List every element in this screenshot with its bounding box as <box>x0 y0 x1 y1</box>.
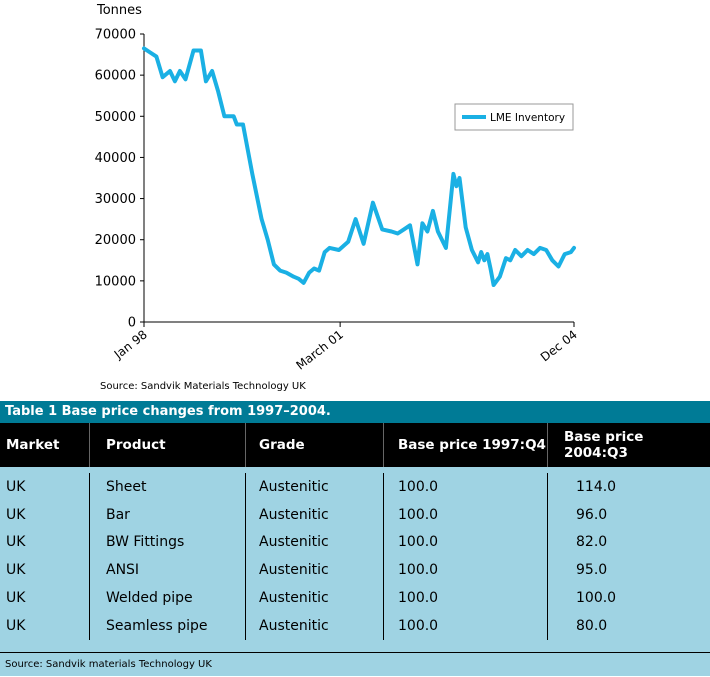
table-row: UK ANSI Austenitic 100.0 95.0 <box>0 556 710 585</box>
y-tick-label: 50000 <box>95 110 136 125</box>
y-tick-label: 30000 <box>95 192 136 207</box>
cell-base-2004: 95.0 <box>576 562 608 579</box>
price-table: Table 1 Base price changes from 1997–200… <box>0 401 710 676</box>
y-axis-title: Tonnes <box>96 3 142 18</box>
cell-base-2004: 100.0 <box>576 590 617 607</box>
header-grade: Grade <box>246 423 384 467</box>
cell-base-2004: 114.0 <box>576 478 617 495</box>
cell-base-2004: 82.0 <box>576 534 608 551</box>
cell-market: UK <box>0 473 90 501</box>
cell-base-1997: 100.0 <box>384 473 548 501</box>
legend: LME Inventory <box>454 103 574 131</box>
legend-label: LME Inventory <box>490 112 565 124</box>
table-row: UK Seamless pipe Austenitic 100.0 80.0 <box>0 611 710 640</box>
y-tick-label: 10000 <box>95 274 136 289</box>
header-base-price-1997: Base price 1997:Q4 <box>384 423 548 467</box>
cell-grade: Austenitic <box>246 584 384 612</box>
x-axis-ticks: Jan 98 March 01 Dec 04 <box>111 322 580 373</box>
cell-grade: Austenitic <box>246 528 384 557</box>
cell-market: UK <box>0 528 90 557</box>
lme-inventory-line <box>142 46 576 287</box>
cell-market: UK <box>0 611 90 640</box>
cell-product: Sheet <box>90 473 246 501</box>
table-header: Market Product Grade Base price 1997:Q4 … <box>0 423 710 467</box>
cell-product: ANSI <box>90 556 246 585</box>
x-tick-label: Jan 98 <box>111 327 150 362</box>
cell-base-1997: 100.0 <box>384 584 548 612</box>
cell-product: Welded pipe <box>90 584 246 612</box>
x-tick-label: March 01 <box>293 327 345 372</box>
cell-market: UK <box>0 500 90 529</box>
y-tick-label: 70000 <box>95 28 136 43</box>
cell-grade: Austenitic <box>246 500 384 529</box>
table-title: Table 1 Base price changes from 1997–200… <box>0 401 710 423</box>
cell-base-2004: 96.0 <box>576 506 608 523</box>
cell-grade: Austenitic <box>246 611 384 640</box>
cell-base-1997: 100.0 <box>384 500 548 529</box>
y-tick-label: 0 <box>128 316 136 331</box>
y-tick-label: 20000 <box>95 233 136 248</box>
table-row: UK BW Fittings Austenitic 100.0 82.0 <box>0 528 710 557</box>
cell-grade: Austenitic <box>246 473 384 501</box>
cell-market: UK <box>0 556 90 585</box>
cell-product: Bar <box>90 500 246 529</box>
cell-product: BW Fittings <box>90 528 246 557</box>
x-tick-label: Dec 04 <box>538 327 580 364</box>
y-tick-label: 60000 <box>95 69 136 84</box>
y-axis-ticks: 0 10000 20000 30000 40000 50000 60000 70000 <box>95 28 144 331</box>
table-row: UK Welded pipe Austenitic 100.0 100.0 <box>0 584 710 612</box>
header-base-price-2004: Base price 2004:Q3 <box>564 429 644 461</box>
lme-inventory-chart: Tonnes 0 10000 20000 30000 40000 50000 60000 70… <box>95 3 580 373</box>
header-product: Product <box>90 423 246 467</box>
cell-base-1997: 100.0 <box>384 528 548 557</box>
table-row: UK Bar Austenitic 100.0 96.0 <box>0 500 710 529</box>
cell-base-1997: 100.0 <box>384 611 548 640</box>
cell-base-2004: 80.0 <box>576 617 608 634</box>
cell-grade: Austenitic <box>246 556 384 585</box>
table-row: UK Sheet Austenitic 100.0 114.0 <box>0 473 710 501</box>
table-body: UK Sheet Austenitic 100.0 114.0 UK Bar A… <box>0 467 710 648</box>
cell-product: Seamless pipe <box>90 611 246 640</box>
header-market: Market <box>0 423 90 467</box>
chart-source: Source: Sandvik Materials Technology UK <box>100 381 306 392</box>
table-source: Source: Sandvik materials Technology UK <box>0 652 710 676</box>
cell-market: UK <box>0 584 90 612</box>
y-tick-label: 40000 <box>95 151 136 166</box>
cell-base-1997: 100.0 <box>384 556 548 585</box>
